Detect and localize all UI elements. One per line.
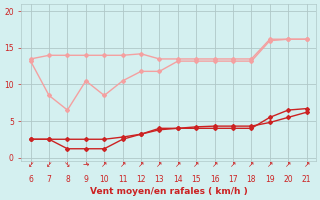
Text: ↗: ↗	[119, 160, 126, 169]
Text: ↗: ↗	[230, 160, 236, 169]
Text: ↗: ↗	[156, 160, 163, 169]
Text: →: →	[83, 160, 89, 169]
Text: ↗: ↗	[101, 160, 108, 169]
Text: ↗: ↗	[285, 160, 292, 169]
Text: ↗: ↗	[193, 160, 199, 169]
Text: ↙: ↙	[28, 160, 34, 169]
Text: ↙: ↙	[46, 160, 52, 169]
Text: ↘: ↘	[64, 160, 71, 169]
Text: ↗: ↗	[303, 160, 310, 169]
Text: ↗: ↗	[267, 160, 273, 169]
Text: ↗: ↗	[175, 160, 181, 169]
Text: ↗: ↗	[138, 160, 144, 169]
Text: ↗: ↗	[248, 160, 255, 169]
X-axis label: Vent moyen/en rafales ( km/h ): Vent moyen/en rafales ( km/h )	[90, 187, 247, 196]
Text: ↗: ↗	[212, 160, 218, 169]
